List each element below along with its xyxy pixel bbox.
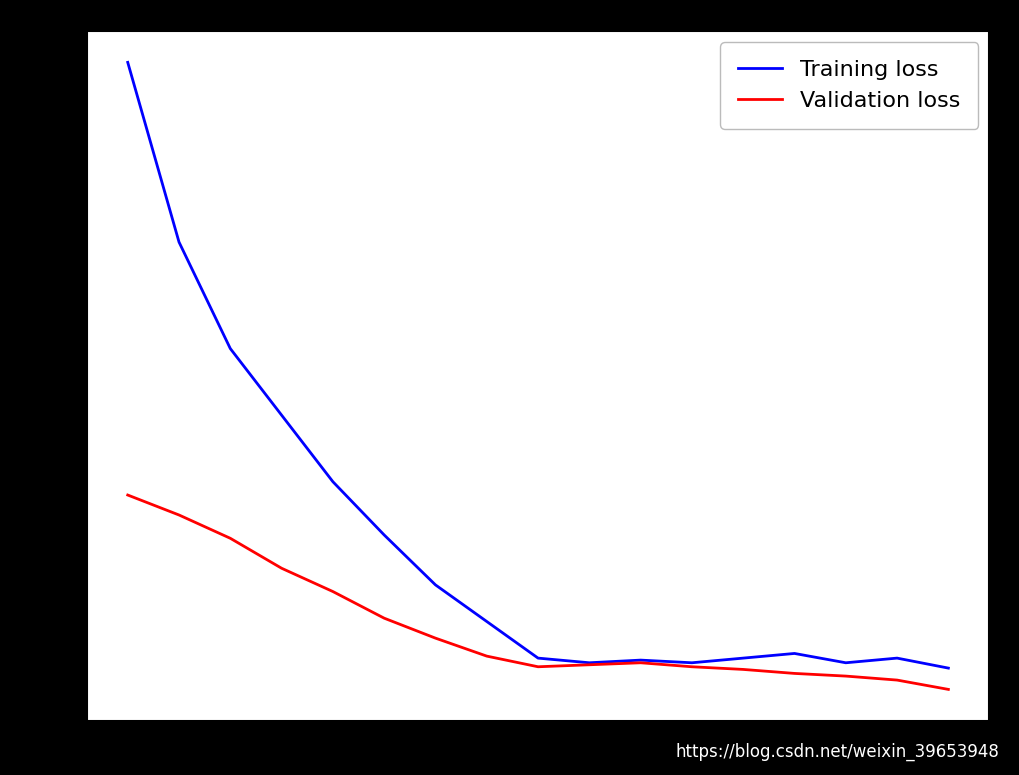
Training loss <box>173 237 185 246</box>
Training loss <box>890 653 902 663</box>
Validation loss <box>890 676 902 685</box>
Training loss <box>839 658 851 667</box>
Validation loss <box>788 669 800 678</box>
Validation loss <box>326 587 338 596</box>
Training loss <box>583 658 595 667</box>
Validation loss <box>275 563 287 573</box>
Training loss <box>942 663 954 673</box>
Training loss <box>532 653 544 663</box>
Training loss <box>121 57 133 67</box>
Validation loss <box>583 660 595 670</box>
Validation loss <box>737 665 749 674</box>
Training loss <box>429 580 441 590</box>
Text: https://blog.csdn.net/weixin_39653948: https://blog.csdn.net/weixin_39653948 <box>675 742 999 761</box>
Validation loss <box>839 671 851 680</box>
Training loss <box>685 658 697 667</box>
Validation loss <box>173 511 185 520</box>
Training loss <box>634 656 646 665</box>
Validation loss <box>429 633 441 642</box>
Validation loss <box>685 662 697 671</box>
Training loss <box>275 411 287 420</box>
Line: Validation loss: Validation loss <box>127 495 948 690</box>
Legend: Training loss, Validation loss: Training loss, Validation loss <box>719 42 977 129</box>
Validation loss <box>378 614 390 623</box>
Line: Training loss: Training loss <box>127 62 948 668</box>
Validation loss <box>532 662 544 671</box>
Training loss <box>378 530 390 539</box>
Validation loss <box>942 685 954 694</box>
Training loss <box>224 344 236 353</box>
Validation loss <box>121 491 133 500</box>
Training loss <box>480 617 492 626</box>
Validation loss <box>634 658 646 667</box>
Validation loss <box>480 652 492 661</box>
Training loss <box>326 477 338 487</box>
Validation loss <box>224 534 236 543</box>
Training loss <box>788 649 800 658</box>
Training loss <box>737 653 749 663</box>
